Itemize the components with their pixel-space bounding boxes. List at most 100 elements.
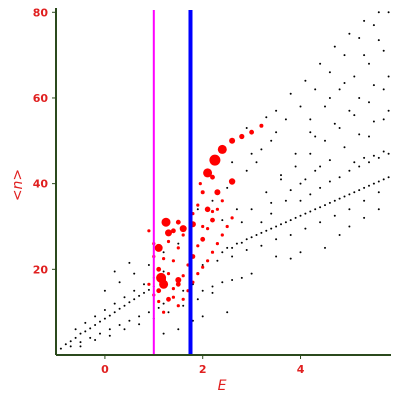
black-point: [387, 75, 390, 78]
red-point: [156, 266, 162, 272]
black-point: [162, 270, 165, 273]
red-point: [203, 168, 213, 178]
black-point: [358, 133, 361, 136]
black-point: [133, 272, 136, 275]
black-point: [387, 176, 390, 179]
black-point: [333, 199, 336, 202]
black-point: [382, 118, 385, 121]
black-point: [299, 105, 302, 108]
red-point: [206, 227, 210, 231]
black-point: [94, 324, 97, 326]
black-point: [333, 45, 336, 48]
black-point: [177, 242, 180, 245]
black-point: [314, 169, 317, 172]
black-point: [358, 165, 361, 168]
black-point: [250, 236, 253, 239]
black-point: [280, 174, 282, 177]
red-point: [210, 250, 215, 254]
black-point: [348, 193, 351, 196]
black-point: [368, 161, 370, 164]
black-point: [64, 343, 67, 346]
black-point: [289, 257, 292, 260]
black-point: [324, 139, 326, 142]
points-layer: [59, 11, 390, 350]
black-point: [319, 206, 322, 209]
black-point: [284, 118, 287, 121]
red-point: [210, 209, 215, 214]
black-point: [235, 208, 238, 211]
black-point: [260, 244, 263, 247]
black-point: [99, 320, 101, 323]
black-point: [382, 178, 385, 181]
black-point: [377, 191, 380, 194]
black-point: [319, 62, 322, 65]
black-point: [348, 109, 351, 112]
black-point: [79, 345, 82, 348]
black-point: [289, 219, 292, 222]
black-point: [372, 154, 375, 157]
black-point: [201, 289, 204, 292]
black-point: [309, 118, 312, 121]
red-point: [176, 246, 180, 250]
red-point: [201, 224, 205, 229]
black-point: [284, 199, 287, 202]
black-point: [377, 11, 380, 14]
black-point: [363, 156, 366, 159]
black-point: [304, 212, 307, 215]
black-point: [275, 109, 278, 112]
black-point: [368, 101, 370, 104]
black-point: [363, 54, 366, 57]
red-point: [206, 259, 210, 263]
tick-labels-layer: 0 2 4 20 40 60 80: [33, 6, 305, 376]
black-point: [348, 225, 351, 228]
black-point: [79, 341, 82, 344]
black-point: [138, 315, 141, 318]
black-point: [221, 281, 224, 284]
black-point: [138, 323, 141, 326]
black-point: [265, 116, 268, 119]
black-point: [245, 127, 248, 129]
black-point: [147, 288, 150, 291]
black-point: [372, 120, 375, 123]
black-point: [275, 131, 278, 134]
black-point: [108, 334, 111, 337]
black-point: [162, 302, 165, 305]
x-tick-label: 2: [199, 363, 207, 376]
black-point: [270, 212, 273, 215]
black-point: [260, 148, 263, 151]
red-point: [171, 228, 176, 234]
red-point: [200, 190, 205, 195]
black-point: [196, 208, 199, 211]
black-point: [128, 319, 131, 322]
black-point: [363, 186, 366, 189]
black-point: [289, 234, 292, 236]
red-point: [159, 279, 169, 289]
red-point: [239, 133, 245, 140]
black-point: [94, 315, 97, 318]
black-point: [270, 227, 273, 230]
black-point: [319, 221, 322, 224]
black-point: [299, 251, 302, 254]
black-point: [319, 186, 322, 189]
black-point: [128, 261, 131, 264]
red-point: [162, 310, 166, 314]
black-point: [289, 189, 292, 192]
black-point: [363, 19, 366, 22]
black-point: [231, 246, 234, 249]
black-point: [59, 347, 62, 350]
black-point: [74, 336, 77, 339]
red-point: [181, 274, 185, 278]
black-point: [338, 197, 341, 200]
black-point: [333, 122, 336, 125]
black-point: [372, 84, 375, 87]
black-point: [294, 165, 297, 168]
red-point: [171, 287, 175, 291]
black-point: [382, 49, 385, 52]
black-point: [348, 32, 351, 35]
black-point: [338, 176, 341, 179]
black-point: [387, 109, 390, 112]
black-point: [309, 152, 312, 155]
black-point: [216, 259, 219, 262]
black-point: [314, 88, 317, 91]
red-point: [209, 154, 221, 166]
